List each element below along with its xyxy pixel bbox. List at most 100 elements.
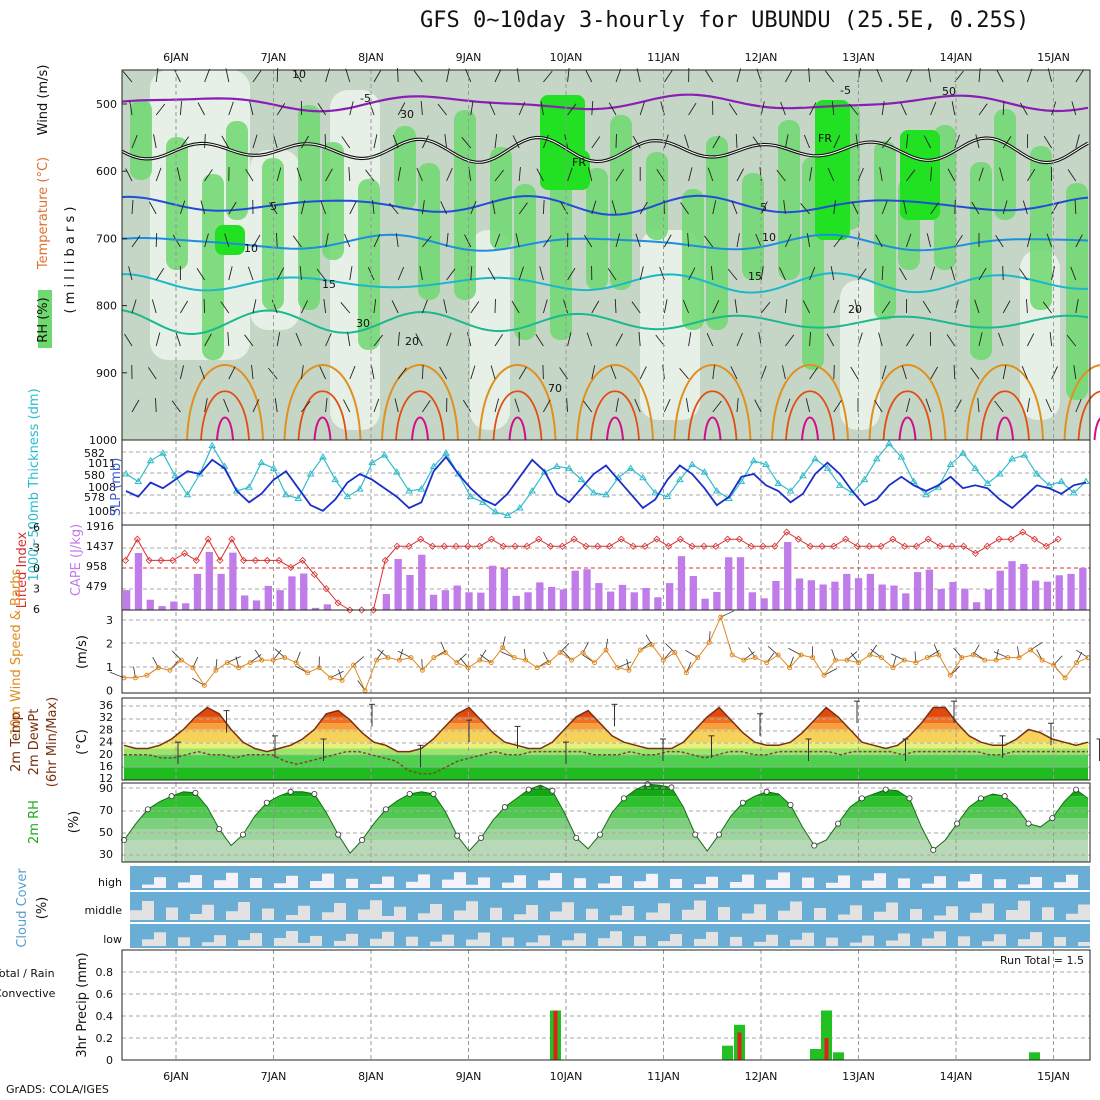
wind-barb — [421, 200, 425, 215]
cloud-block — [778, 872, 790, 888]
wind-barb — [470, 365, 476, 380]
wind-barb — [173, 69, 181, 83]
cloud-level-label: middle — [84, 904, 122, 917]
wind-barb — [422, 235, 432, 248]
rh-moist-band — [970, 162, 992, 360]
wind10-point — [580, 650, 586, 655]
wind-barb — [252, 399, 260, 413]
lifted-index-point — [228, 535, 236, 543]
wind-barb — [151, 299, 157, 314]
wind10-point — [637, 647, 643, 653]
wind10-point — [718, 614, 724, 620]
page-title: GFS 0~10day 3-hourly for UBUNDU (25.5E, … — [420, 8, 1030, 33]
wind10-point — [328, 675, 334, 681]
wind-barb — [276, 103, 286, 116]
wind-barb — [300, 300, 308, 314]
thickness-tick: 578 — [84, 491, 105, 504]
wind-barb — [784, 234, 792, 248]
cape-bar — [524, 592, 532, 610]
slp-point — [589, 488, 598, 496]
wind-barb — [615, 68, 622, 83]
cloud-block — [1018, 884, 1030, 888]
cape-bar — [559, 589, 568, 610]
wind-barb — [874, 400, 883, 413]
wind-barb — [608, 102, 617, 116]
cape-bar — [961, 588, 969, 610]
wind-barb — [155, 268, 165, 281]
wind-barb — [397, 102, 406, 116]
wind-barb — [389, 202, 399, 215]
wind-barb — [1002, 365, 1007, 380]
pressure-tick: 800 — [96, 300, 117, 313]
cloud-block — [286, 915, 298, 920]
wind-barb — [730, 366, 738, 380]
lifted-index-point — [216, 556, 224, 564]
wind-barb — [1022, 200, 1028, 215]
cloud-block — [742, 913, 754, 920]
slp-point — [860, 475, 869, 483]
lifted-index-point — [594, 542, 602, 550]
cloud-block — [970, 912, 982, 920]
slp-point — [405, 487, 413, 494]
cloud-block — [598, 938, 610, 946]
freezing-level-inner — [121, 136, 1089, 164]
lifted-index-point — [877, 542, 885, 550]
slp-point — [134, 477, 143, 485]
date-label-top: 11JAN — [647, 51, 680, 64]
cape-bar — [666, 583, 674, 610]
wind-barb — [755, 233, 762, 248]
cloud-block — [298, 942, 310, 946]
cape-bar — [925, 569, 934, 610]
wind-barb — [736, 68, 742, 83]
cape-bar — [300, 573, 308, 610]
cloud-block — [1042, 907, 1054, 920]
cloud-block — [754, 941, 766, 946]
wind-barb — [583, 234, 593, 248]
wind-barb — [391, 300, 399, 314]
wind10-point — [465, 665, 471, 671]
wind10-point — [213, 667, 219, 673]
wind10-point — [844, 657, 850, 663]
cloud-block — [142, 901, 154, 920]
cloud-block — [226, 872, 238, 888]
slp-point — [922, 490, 930, 498]
wind-barb — [784, 299, 788, 314]
cloud-block — [694, 900, 706, 920]
date-label-top: 12JAN — [745, 51, 778, 64]
lifted-index-point — [499, 542, 507, 550]
temp-contour-25 — [381, 364, 459, 441]
slp-point — [823, 464, 832, 471]
lifted-index-point — [735, 535, 743, 543]
slp-point — [712, 487, 721, 494]
wind-barb — [776, 169, 786, 182]
wind-barb — [268, 367, 278, 380]
wind10-point — [155, 665, 161, 671]
slp-point — [946, 460, 955, 468]
wind-barb — [881, 136, 892, 149]
precip-tick: 0.2 — [96, 1032, 114, 1045]
wind-barb — [664, 70, 673, 83]
wind-barb — [397, 332, 400, 347]
wind-barb — [268, 202, 278, 215]
cape-bar — [193, 573, 202, 610]
date-label-top: 9JAN — [456, 51, 482, 64]
lifted-index-point — [936, 542, 944, 550]
wind-barb — [1074, 199, 1077, 215]
wind-barb — [802, 300, 811, 314]
slp-tick: 1005 — [88, 505, 116, 518]
slp-point — [786, 487, 795, 494]
wind10-point — [408, 655, 414, 661]
wind-barb — [655, 334, 665, 347]
wind-barb — [607, 268, 617, 281]
wind-barb — [809, 367, 818, 380]
wind10-point — [270, 657, 276, 663]
precip-tick: 0.8 — [96, 966, 114, 979]
slp-line — [125, 442, 1087, 517]
temp2m-tick: 28 — [99, 723, 113, 736]
rh-band — [124, 829, 1088, 841]
wind-barb — [997, 332, 1004, 347]
cape-bar — [819, 584, 827, 610]
lifted-index-point — [889, 535, 897, 543]
rh2m-point — [359, 837, 366, 844]
wind-barb — [809, 266, 816, 281]
